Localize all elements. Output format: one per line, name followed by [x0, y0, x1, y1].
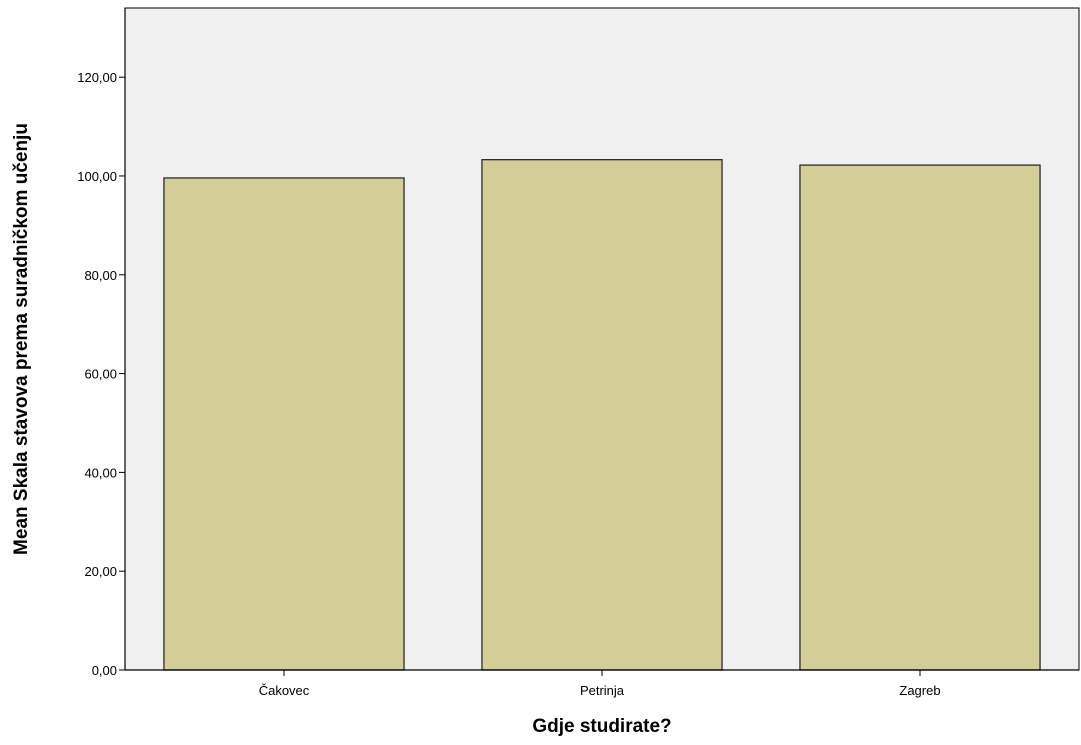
y-tick-label: 80,00: [84, 268, 117, 283]
bar-2: [481, 159, 723, 671]
y-tick-label: 20,00: [84, 564, 117, 579]
y-tick-label: 100,00: [77, 169, 117, 184]
bar-3: [799, 164, 1041, 671]
y-tick-label: 0,00: [92, 663, 117, 678]
y-tick-label: 40,00: [84, 465, 117, 480]
y-tick-label: 120,00: [77, 70, 117, 85]
y-axis-ticks: 0,00 20,00 40,00 60,00 80,00 100,00 120,00: [77, 70, 125, 678]
x-tick-label: Čakovec: [259, 683, 310, 698]
x-axis-ticks: Čakovec Petrinja Zagreb: [259, 670, 941, 698]
y-axis-title: Mean Skala stavova prema suradničkom uče…: [11, 123, 32, 555]
x-tick-label: Petrinja: [580, 683, 625, 698]
x-axis-title: Gdje studirate?: [532, 716, 671, 737]
bar-1: [163, 177, 405, 671]
bars-group: [163, 159, 1041, 671]
y-tick-label: 60,00: [84, 367, 117, 382]
x-tick-label: Zagreb: [899, 683, 940, 698]
